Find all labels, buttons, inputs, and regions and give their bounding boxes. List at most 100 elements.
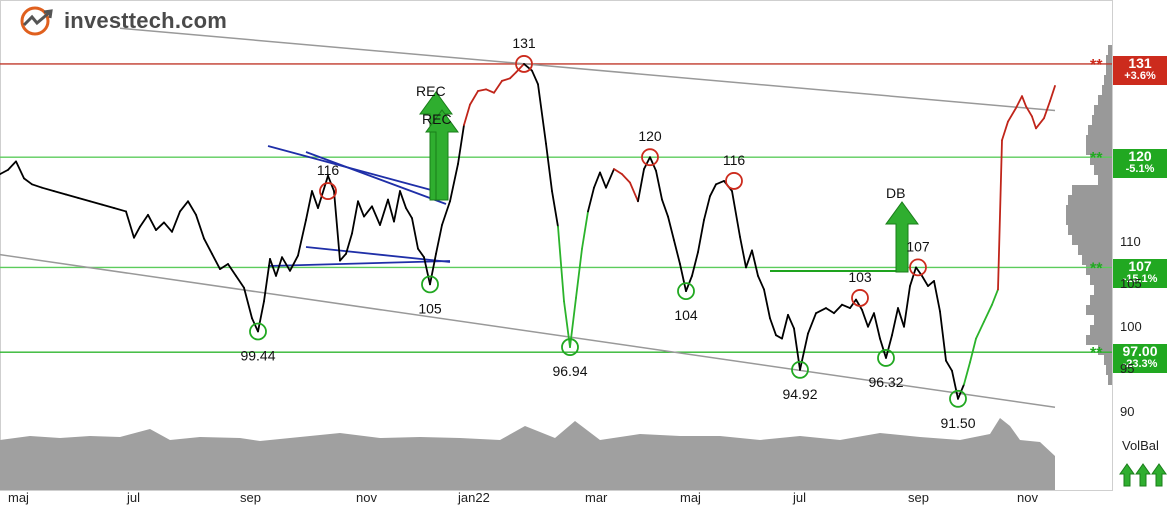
price-line-segment bbox=[1049, 85, 1056, 103]
top-marker bbox=[909, 258, 927, 277]
investtech-logo: investtech.com bbox=[20, 6, 227, 36]
price-line-segment bbox=[1015, 95, 1023, 109]
price-line-segment bbox=[1007, 107, 1017, 123]
price-line-segment bbox=[531, 69, 539, 86]
price-line-segment bbox=[515, 63, 525, 74]
price-line-segment bbox=[501, 77, 511, 82]
price-line-segment bbox=[509, 71, 517, 80]
volbal-up-arrow bbox=[1135, 463, 1151, 487]
price-line-segment bbox=[311, 190, 319, 209]
price-line-segment bbox=[53, 190, 67, 196]
distribution-bar bbox=[1104, 75, 1112, 85]
bottom-marker bbox=[249, 322, 267, 341]
price-line-segment bbox=[551, 190, 559, 228]
price-line-segment bbox=[411, 217, 419, 250]
price-line-segment bbox=[41, 186, 55, 192]
level-price: 131 bbox=[1128, 54, 1152, 71]
bottom-marker bbox=[421, 275, 439, 294]
price-line-segment bbox=[1025, 105, 1033, 118]
price-line-segment bbox=[673, 239, 681, 265]
bottom-label: 104 bbox=[674, 307, 698, 323]
price-line-segment bbox=[289, 254, 299, 272]
bottom-marker bbox=[791, 360, 809, 379]
price-line-segment bbox=[605, 168, 615, 189]
price-line-segment bbox=[345, 232, 353, 255]
price-line-segment bbox=[477, 88, 487, 92]
price-line-segment bbox=[599, 171, 607, 189]
price-line-segment bbox=[23, 177, 33, 186]
x-tick-label: jul bbox=[127, 490, 141, 505]
distribution-bar bbox=[1072, 185, 1112, 195]
price-line-segment bbox=[65, 193, 79, 199]
distribution-bar bbox=[1106, 65, 1112, 75]
distribution-bar bbox=[1086, 135, 1112, 145]
x-tick-label: jan22 bbox=[458, 490, 490, 505]
level-percent: -23.3% bbox=[1122, 358, 1158, 371]
price-line-segment bbox=[739, 235, 747, 269]
top-label: 107 bbox=[906, 238, 930, 254]
trend-channel-lower bbox=[0, 253, 1056, 409]
price-line-segment bbox=[855, 298, 863, 311]
price-line-segment bbox=[997, 139, 1003, 291]
price-line-segment bbox=[125, 210, 135, 239]
price-line-segment bbox=[807, 312, 817, 335]
price-line-segment bbox=[667, 215, 675, 242]
distribution-bar bbox=[1094, 105, 1112, 115]
price-line-segment bbox=[575, 247, 583, 299]
price-line-segment bbox=[235, 274, 245, 289]
level-price: 97.00 bbox=[1122, 343, 1158, 360]
price-line-segment bbox=[629, 181, 639, 203]
distribution-bar bbox=[1104, 355, 1112, 365]
distribution-bar bbox=[1090, 325, 1112, 335]
price-line-segment bbox=[15, 160, 25, 180]
price-line-segment bbox=[703, 195, 711, 221]
distribution-bar bbox=[1102, 85, 1112, 95]
price-line-segment bbox=[897, 307, 905, 328]
price-line-segment bbox=[263, 258, 271, 303]
price-line-segment bbox=[769, 317, 777, 337]
price-line-segment bbox=[661, 198, 669, 218]
price-line-segment bbox=[171, 210, 181, 233]
distribution-bar bbox=[1108, 375, 1112, 385]
distribution-bar bbox=[1106, 55, 1112, 65]
price-line-segment bbox=[1043, 100, 1051, 120]
bottom-marker bbox=[949, 389, 967, 408]
top-marker bbox=[725, 172, 743, 190]
distribution-bar bbox=[1098, 345, 1112, 355]
price-line-segment bbox=[317, 174, 329, 209]
top-label: 116 bbox=[317, 162, 340, 178]
price-line-segment bbox=[825, 307, 835, 315]
volbal-label: VolBal bbox=[1122, 438, 1159, 453]
price-line-segment bbox=[155, 221, 165, 231]
price-line-segment bbox=[1035, 117, 1045, 130]
distribution-bar bbox=[1068, 195, 1112, 205]
price-line-segment bbox=[0, 168, 9, 176]
price-line-segment bbox=[243, 286, 253, 320]
price-line-segment bbox=[493, 79, 503, 94]
level-asterisks: ** bbox=[1090, 345, 1103, 362]
volbal-up-arrow bbox=[1151, 463, 1167, 487]
top-label: 116 bbox=[723, 152, 746, 168]
price-line-segment bbox=[257, 300, 265, 333]
price-line-segment bbox=[429, 252, 437, 286]
price-line-segment bbox=[557, 225, 565, 303]
price-line-segment bbox=[593, 171, 601, 189]
price-line-segment bbox=[1021, 95, 1027, 108]
price-line-segment bbox=[139, 213, 149, 228]
distribution-bar bbox=[1066, 205, 1112, 215]
price-line-segment bbox=[31, 183, 43, 189]
y-tick-label: 105 bbox=[1120, 276, 1142, 292]
price-line-segment bbox=[441, 200, 451, 226]
price-line-segment bbox=[757, 274, 765, 291]
investtech-logo-icon bbox=[20, 6, 53, 36]
distribution-bar bbox=[1090, 275, 1112, 285]
price-line-segment bbox=[211, 252, 221, 270]
price-line-segment bbox=[787, 313, 795, 330]
price-line-segment bbox=[187, 200, 197, 216]
price-line-segment bbox=[537, 83, 547, 145]
price-line-segment bbox=[849, 298, 857, 309]
trend-channel-upper bbox=[119, 27, 1056, 112]
price-line-segment bbox=[963, 361, 971, 386]
formation-line bbox=[305, 151, 447, 205]
